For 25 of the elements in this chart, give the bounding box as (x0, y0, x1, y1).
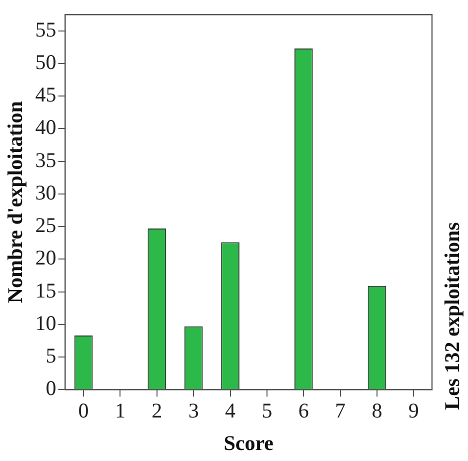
y-tick-label: 20 (35, 246, 56, 270)
x-tick-label: 5 (262, 398, 272, 423)
x-tick-label: 8 (372, 398, 382, 423)
y-tick-label: 25 (35, 213, 56, 238)
x-tick-label: 7 (335, 398, 346, 423)
text: Les 132 exploitations (440, 221, 465, 410)
y-tick-label: 10 (35, 310, 56, 335)
x-tick-label: 9 (408, 398, 419, 423)
x-axis-title: Score (224, 430, 274, 455)
x-tick-label: 0 (78, 398, 89, 423)
y-tick-label: 50 (35, 50, 56, 74)
y-tick-label: 5 (46, 344, 56, 368)
x-tick-label: 6 (298, 398, 309, 423)
y-tick-label: 15 (35, 278, 56, 302)
y-tick-label: 0 (46, 376, 56, 400)
x-tick-label: 2 (152, 398, 162, 423)
y-tick-label: 40 (35, 115, 56, 140)
x-tick-label: 1 (114, 398, 126, 423)
y-tick-label: 45 (35, 82, 56, 107)
x-tick-label: 4 (225, 398, 236, 423)
y-axis-title: Nombre d'exploitation (3, 100, 28, 304)
y-tick-label: 55 (35, 17, 56, 42)
x-tick-label: 3 (188, 398, 199, 423)
y-tick-label: 35 (35, 148, 56, 172)
y-tick-label: 30 (35, 180, 56, 204)
